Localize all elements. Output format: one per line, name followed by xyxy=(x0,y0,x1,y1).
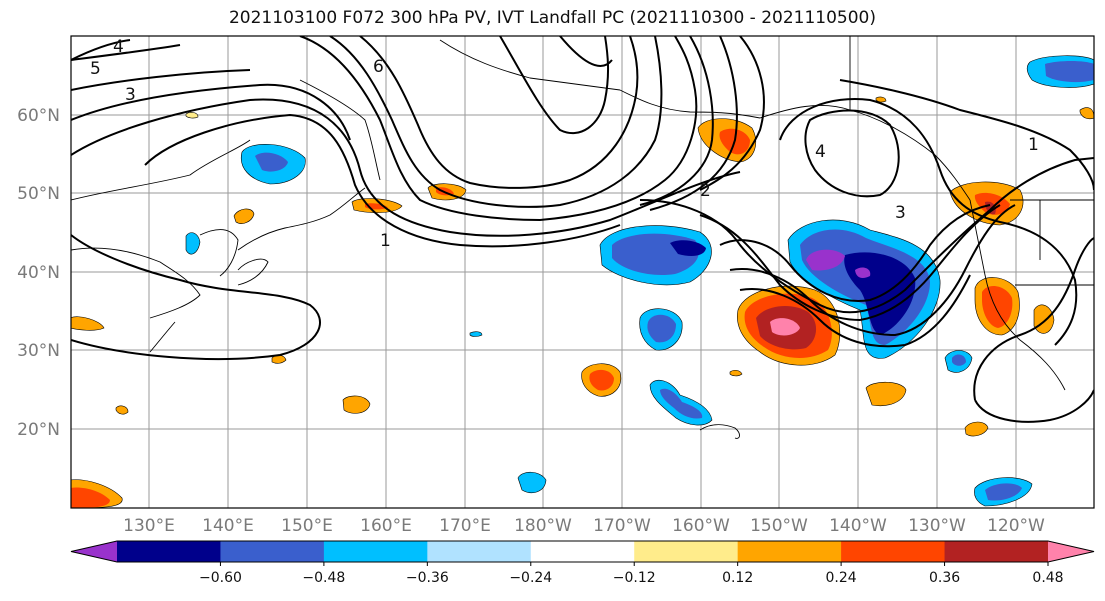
lat-label: 30°N xyxy=(17,341,60,361)
contour-labels: 1 1 2 3 3 4 4 5 6 xyxy=(90,37,1039,251)
lat-label: 50°N xyxy=(17,184,60,204)
lon-label: 140°E xyxy=(202,516,254,536)
ivt-shading xyxy=(71,55,1094,508)
colorbar-tick-label: −0.60 xyxy=(199,570,242,586)
colorbar-tick-label: −0.24 xyxy=(509,570,552,586)
lon-label: 120°W xyxy=(987,516,1045,536)
coastlines xyxy=(71,36,1094,439)
colorbar-tick-label: −0.12 xyxy=(613,570,656,586)
colorbar-tick-label: 0.48 xyxy=(1032,570,1063,586)
colorbar-segment xyxy=(634,541,739,562)
contour-label: 6 xyxy=(373,57,384,77)
colorbar-tick-label: 0.12 xyxy=(722,570,753,586)
lon-label: 130°W xyxy=(908,516,966,536)
map-content xyxy=(71,36,1094,508)
contour-label: 4 xyxy=(815,142,826,162)
colorbar-tick-label: −0.36 xyxy=(406,570,449,586)
colorbar-segment xyxy=(117,541,221,562)
colorbar-tick-label: −0.48 xyxy=(302,570,345,586)
contour-label: 5 xyxy=(90,59,101,79)
pv-contours xyxy=(71,36,1094,423)
colorbar-outline xyxy=(70,540,1095,563)
lon-label: 150°E xyxy=(281,516,333,536)
map-frame xyxy=(70,35,1095,509)
contour-label: 4 xyxy=(113,37,124,57)
colorbar-segment xyxy=(323,541,428,562)
colorbar-segment xyxy=(427,541,532,562)
contour-label: 1 xyxy=(1028,135,1039,155)
lon-label: 130°E xyxy=(123,516,175,536)
lon-label: 180°W xyxy=(514,516,572,536)
colorbar-segment xyxy=(944,541,1049,562)
colorbar-segment xyxy=(737,541,842,562)
figure-title: 2021103100 F072 300 hPa PV, IVT Landfall… xyxy=(228,8,876,28)
lon-label: 140°W xyxy=(829,516,887,536)
colorbar-segment xyxy=(220,541,325,562)
colorbar-segment xyxy=(530,541,635,562)
lon-label: 160°E xyxy=(360,516,412,536)
contour-label: 2 xyxy=(700,181,711,201)
colorbar-extend-high xyxy=(1048,541,1094,562)
contour-label: 3 xyxy=(125,85,136,105)
colorbar-segment xyxy=(841,541,946,562)
lon-label: 160°W xyxy=(672,516,730,536)
colorbar: −0.60 −0.48 −0.36 −0.24 −0.12 0.12 0.24 0.36 0.4… xyxy=(70,540,1095,586)
lon-label: 170°E xyxy=(439,516,491,536)
lat-label: 40°N xyxy=(17,263,60,283)
lat-label: 60°N xyxy=(17,106,60,126)
colorbar-extend-low xyxy=(71,541,117,562)
contour-label: 3 xyxy=(895,203,906,223)
longitude-labels: 130°E 140°E 150°E 160°E 170°E 180°W 170°… xyxy=(123,516,1045,536)
colorbar-tick-label: 0.24 xyxy=(826,570,857,586)
latitude-labels: 60°N 50°N 40°N 30°N 20°N xyxy=(17,106,60,440)
contour-label: 1 xyxy=(380,231,391,251)
colorbar-tick-label: 0.36 xyxy=(929,570,960,586)
lat-label: 20°N xyxy=(17,420,60,440)
lon-label: 150°W xyxy=(750,516,808,536)
lon-label: 170°W xyxy=(593,516,651,536)
